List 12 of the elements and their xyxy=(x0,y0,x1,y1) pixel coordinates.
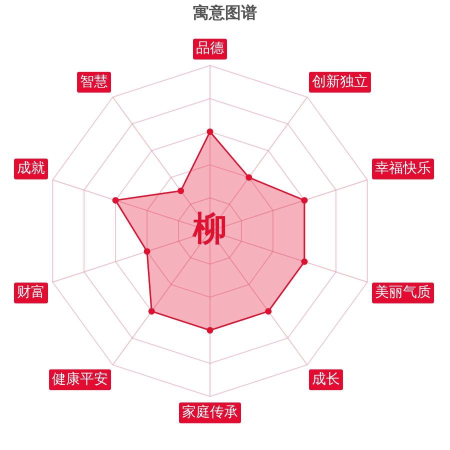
spoke-label: 品德 xyxy=(196,40,224,57)
spoke-label: 家庭传承 xyxy=(182,404,238,421)
spoke-label: 幸福快乐 xyxy=(375,160,431,177)
spoke-label: 智慧 xyxy=(80,74,108,90)
spoke-label: 健康平安 xyxy=(52,371,108,388)
spoke-label: 财富 xyxy=(17,284,45,301)
spoke-label: 创新独立 xyxy=(312,74,368,90)
text: 柳 xyxy=(192,208,227,249)
spoke-label: 成长 xyxy=(312,371,340,388)
spoke-label: 成就 xyxy=(17,160,45,177)
spoke-label: 美丽气质 xyxy=(375,284,431,301)
chart-title: 寓意图谱 xyxy=(193,2,257,22)
